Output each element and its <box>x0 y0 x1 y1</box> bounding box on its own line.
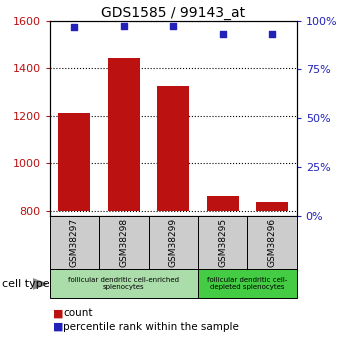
Bar <box>157 86 189 211</box>
Text: follicular dendritic cell-enriched
splenocytes: follicular dendritic cell-enriched splen… <box>68 277 179 290</box>
Point <box>170 23 176 28</box>
Bar <box>198 269 297 298</box>
Text: ■: ■ <box>53 322 64 332</box>
Bar <box>108 58 140 211</box>
Point <box>220 32 225 37</box>
Bar <box>58 114 91 211</box>
Bar <box>99 216 149 269</box>
Bar <box>50 269 198 298</box>
Text: ■: ■ <box>53 308 64 318</box>
Text: follicular dendritic cell-
depleted splenocytes: follicular dendritic cell- depleted sple… <box>207 277 287 290</box>
Point <box>269 32 275 37</box>
Text: percentile rank within the sample: percentile rank within the sample <box>63 322 239 332</box>
Point <box>72 24 77 29</box>
Bar <box>149 216 198 269</box>
Text: GSM38298: GSM38298 <box>119 218 128 267</box>
Text: cell type: cell type <box>2 279 49 288</box>
Polygon shape <box>33 279 47 289</box>
Text: GSM38297: GSM38297 <box>70 218 79 267</box>
Title: GDS1585 / 99143_at: GDS1585 / 99143_at <box>101 6 245 20</box>
Point <box>121 23 127 28</box>
Text: GSM38295: GSM38295 <box>218 218 227 267</box>
Text: GSM38296: GSM38296 <box>268 218 276 267</box>
Bar <box>256 202 288 211</box>
Text: count: count <box>63 308 93 318</box>
Bar <box>206 196 239 211</box>
Text: GSM38299: GSM38299 <box>169 218 178 267</box>
Bar <box>50 216 99 269</box>
Bar <box>247 216 297 269</box>
Bar <box>198 216 247 269</box>
